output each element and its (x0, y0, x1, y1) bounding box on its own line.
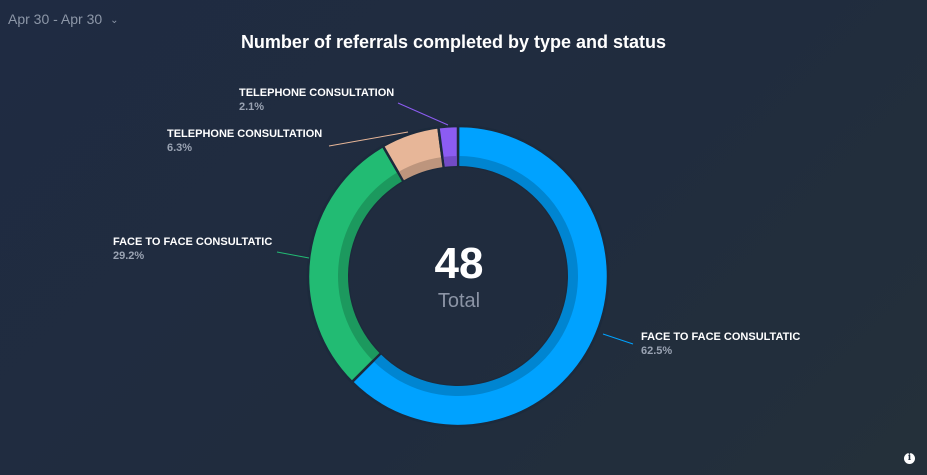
label-connector-line (328, 131, 409, 147)
label-connector-line (397, 102, 449, 126)
donut-labels: FACE TO FACE CONSULTATIC 62.5% FACE TO FAC… (113, 87, 800, 357)
chevron-down-icon: ⌄ (110, 14, 119, 26)
slice-percent: 29.2% (113, 250, 144, 262)
date-range-selector[interactable]: Apr 30 - Apr 30 ⌄ (8, 11, 119, 27)
date-range-label: Apr 30 - Apr 30 (8, 11, 103, 27)
slice-label: FACE TO FACE CONSULTATIC (641, 331, 800, 343)
label-connector-line (276, 251, 310, 259)
slice-percent: 2.1% (239, 101, 264, 113)
info-icon[interactable]: i (904, 453, 915, 464)
pie-slice-depth (373, 156, 578, 397)
donut-slices (306, 124, 610, 428)
label-connector-line (602, 333, 634, 345)
slice-label: TELEPHONE CONSULTATION (167, 128, 322, 140)
total-value: 48 (434, 239, 484, 288)
total-label: Total (437, 290, 481, 312)
slice-label: TELEPHONE CONSULTATION (239, 87, 394, 99)
slice-percent: 6.3% (167, 142, 192, 154)
pie-slice-depth (399, 157, 443, 181)
slice-label: FACE TO FACE CONSULTATIC (113, 236, 272, 248)
pie-slice-depth (337, 172, 403, 361)
pie-slice-depth (443, 156, 457, 167)
chart-title: Number of referrals completed by type an… (240, 32, 667, 52)
slice-percent: 62.5% (641, 345, 672, 357)
